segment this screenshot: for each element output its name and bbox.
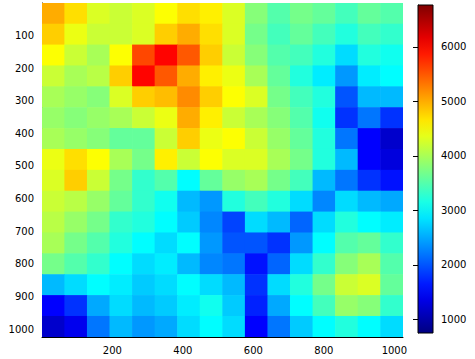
svg-text:1000: 1000 [382, 345, 407, 356]
svg-text:3000: 3000 [441, 205, 466, 216]
svg-text:300: 300 [15, 95, 34, 106]
svg-text:200: 200 [15, 63, 34, 74]
svg-text:6000: 6000 [441, 41, 466, 52]
svg-text:1000: 1000 [441, 314, 466, 325]
svg-text:1000: 1000 [9, 324, 34, 335]
svg-text:2000: 2000 [441, 259, 466, 270]
svg-text:800: 800 [15, 258, 34, 269]
svg-text:400: 400 [173, 345, 192, 356]
svg-text:900: 900 [15, 291, 34, 302]
svg-text:400: 400 [15, 128, 34, 139]
svg-text:600: 600 [244, 345, 263, 356]
svg-text:600: 600 [15, 193, 34, 204]
svg-text:800: 800 [314, 345, 333, 356]
svg-text:200: 200 [103, 345, 122, 356]
svg-text:100: 100 [15, 30, 34, 41]
svg-text:4000: 4000 [441, 150, 466, 161]
svg-text:500: 500 [15, 160, 34, 171]
svg-text:700: 700 [15, 226, 34, 237]
svg-text:5000: 5000 [441, 96, 466, 107]
